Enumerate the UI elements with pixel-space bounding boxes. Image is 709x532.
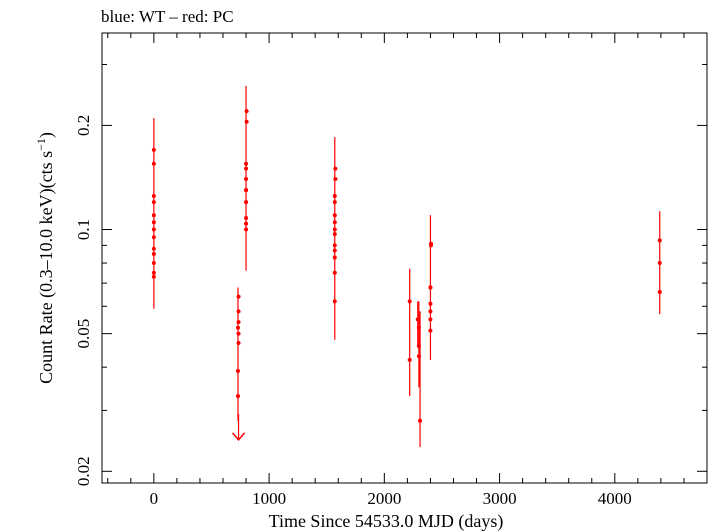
data-point: [151, 251, 156, 256]
data-point: [244, 109, 249, 114]
data-point: [407, 299, 412, 304]
data-point: [332, 220, 337, 225]
data-point: [244, 176, 249, 181]
data-point: [244, 166, 249, 171]
x-tick-label: 2000: [367, 489, 401, 508]
y-tick-label: 0.2: [74, 115, 93, 136]
data-point: [428, 309, 433, 314]
y-tick-label: 0.1: [74, 219, 93, 240]
data-point: [244, 221, 249, 226]
data-point: [151, 227, 156, 232]
data-point: [333, 176, 338, 181]
y-axis-label-close: ): [36, 132, 57, 138]
data-point: [236, 309, 241, 314]
data-point: [151, 270, 156, 275]
x-axis-label: Time Since 54533.0 MJD (days): [269, 511, 504, 532]
data-point: [244, 161, 249, 166]
data-point: [332, 270, 337, 275]
data-point: [151, 147, 156, 152]
y-tick-label: 0.02: [74, 456, 93, 486]
y-tick-label: 0.05: [74, 319, 93, 349]
data-point: [151, 235, 156, 240]
data-point: [332, 194, 337, 199]
data-point: [151, 246, 156, 251]
data-point: [236, 331, 241, 336]
data-point: [332, 243, 337, 248]
x-tick-label: 1000: [252, 489, 286, 508]
data-point: [244, 188, 249, 193]
data-point: [407, 357, 412, 362]
y-axis-label: Count Rate (0.3–10.0 keV)(cts s−1): [34, 132, 57, 384]
x-tick-label: 3000: [483, 489, 517, 508]
data-point: [244, 227, 249, 232]
data-point: [332, 255, 337, 260]
data-point: [235, 368, 240, 373]
data-point: [428, 317, 433, 322]
data-point: [332, 248, 337, 253]
data-point: [333, 166, 338, 171]
data-point: [151, 194, 156, 199]
data-point: [657, 238, 662, 243]
data-point: [235, 394, 240, 399]
data-point: [151, 161, 156, 166]
data-point: [332, 232, 337, 237]
data-point: [416, 354, 421, 359]
data-point: [244, 119, 249, 124]
data-point: [332, 213, 337, 218]
data-point: [235, 325, 240, 330]
data-point: [418, 418, 423, 423]
plot-frame: [101, 32, 708, 484]
data-point: [428, 285, 433, 290]
data-point: [236, 340, 241, 345]
x-tick-label: 4000: [598, 489, 632, 508]
data-point: [416, 344, 421, 349]
data-point: [244, 200, 249, 205]
data-point: [151, 220, 156, 225]
data-point: [236, 320, 241, 325]
data-point: [244, 215, 249, 220]
upper-limit-arrow-head: [231, 432, 246, 442]
data-point: [151, 213, 156, 218]
data-point: [236, 294, 241, 299]
data-point: [151, 261, 156, 266]
data-point: [151, 274, 156, 279]
data-point: [429, 243, 434, 248]
x-tick-label: 0: [150, 489, 159, 508]
data-point: [428, 301, 433, 306]
data-point: [151, 200, 156, 205]
data-point: [657, 261, 662, 266]
y-axis-label-main: Count Rate (0.3–10.0 keV)(cts s: [36, 151, 57, 384]
data-point: [332, 227, 337, 232]
data-point: [332, 200, 337, 205]
y-axis-label-superscript: −1: [34, 138, 48, 151]
chart-title: blue: WT – red: PC: [101, 7, 234, 26]
data-point: [332, 299, 337, 304]
data-point: [657, 289, 662, 294]
data-point: [428, 328, 433, 333]
